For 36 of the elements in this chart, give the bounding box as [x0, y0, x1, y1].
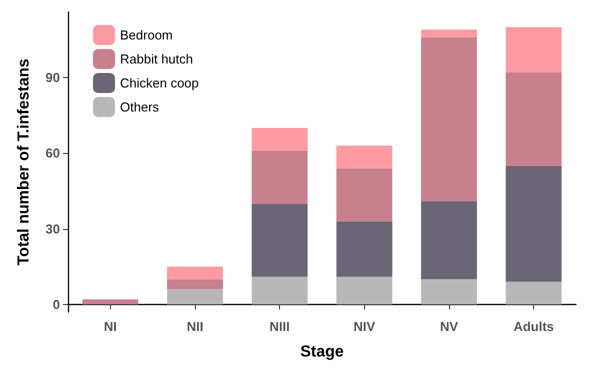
x-tick-label: NV: [440, 319, 458, 334]
bar: [336, 221, 392, 277]
x-tick-label: NII: [186, 319, 204, 334]
bar: [506, 282, 562, 304]
x-tick-label: NIII: [270, 319, 290, 334]
y-axis-title: Total number of T.infestans: [16, 58, 32, 266]
x-axis-title: Stage: [300, 344, 344, 360]
bar: [167, 266, 223, 280]
bar: [336, 146, 392, 168]
bar: [506, 166, 562, 282]
y-tick-label: 30: [46, 221, 60, 236]
bar: [82, 299, 138, 304]
bar: [336, 276, 392, 304]
legend-label: Others: [120, 100, 160, 114]
bar: [421, 37, 477, 202]
bar: [167, 279, 223, 290]
x-tick-label: Adults: [513, 319, 554, 334]
x-tick-label: NIV: [353, 319, 376, 334]
legend-label: Bedroom: [120, 28, 173, 42]
x-tick-label: NI: [104, 319, 117, 334]
bar: [506, 27, 562, 73]
bar: [252, 150, 308, 204]
bar: [167, 289, 223, 304]
y-tick-label: 90: [46, 70, 60, 86]
y-tick-label: 60: [46, 146, 60, 161]
bar: [252, 276, 308, 304]
y-tick-label: 0: [52, 296, 60, 312]
bar: [252, 128, 308, 151]
bar: [506, 72, 562, 166]
bar: [336, 168, 392, 222]
bar: [421, 279, 477, 304]
legend-label: Rabbit hutch: [120, 52, 193, 66]
bar: [421, 30, 477, 38]
bar: [421, 201, 477, 280]
legend-label: Chicken coop: [120, 76, 199, 90]
bar: [252, 204, 308, 277]
